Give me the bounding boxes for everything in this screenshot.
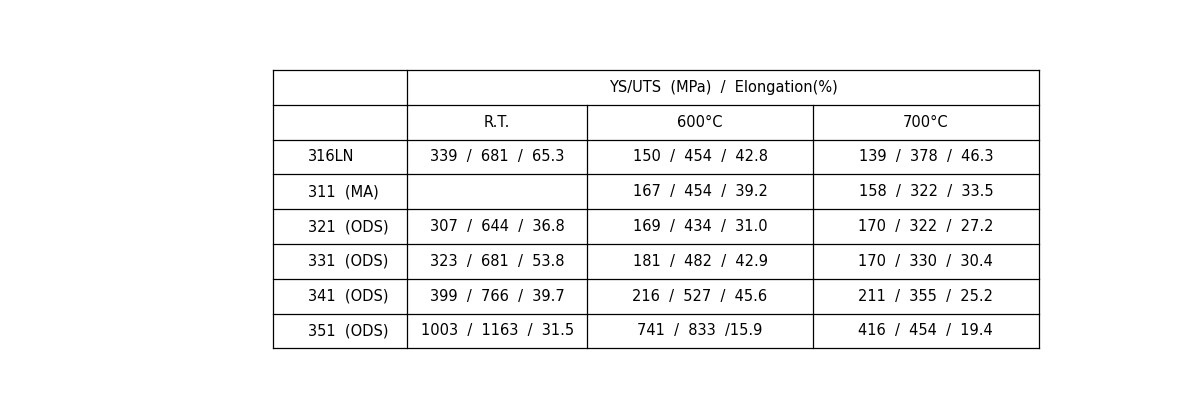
Text: 351  (ODS): 351 (ODS) bbox=[308, 323, 388, 339]
Text: 167  /  454  /  39.2: 167 / 454 / 39.2 bbox=[633, 184, 768, 199]
Text: 321  (ODS): 321 (ODS) bbox=[308, 219, 388, 234]
Text: 323  /  681  /  53.8: 323 / 681 / 53.8 bbox=[430, 254, 564, 269]
Text: 399  /  766  /  39.7: 399 / 766 / 39.7 bbox=[430, 289, 564, 304]
Text: 307  /  644  /  36.8: 307 / 644 / 36.8 bbox=[430, 219, 564, 234]
Text: 181  /  482  /  42.9: 181 / 482 / 42.9 bbox=[633, 254, 768, 269]
Text: 741  /  833  /15.9: 741 / 833 /15.9 bbox=[638, 323, 763, 339]
Text: 216  /  527  /  45.6: 216 / 527 / 45.6 bbox=[632, 289, 768, 304]
Text: YS/UTS  (MPa)  /  Elongation(%): YS/UTS (MPa) / Elongation(%) bbox=[608, 80, 838, 95]
Text: 139  /  378  /  46.3: 139 / 378 / 46.3 bbox=[858, 150, 994, 164]
Text: 316LN: 316LN bbox=[308, 150, 355, 164]
Text: 1003  /  1163  /  31.5: 1003 / 1163 / 31.5 bbox=[420, 323, 574, 339]
Text: 339  /  681  /  65.3: 339 / 681 / 65.3 bbox=[430, 150, 564, 164]
Text: 311  (MA): 311 (MA) bbox=[308, 184, 378, 199]
Text: 169  /  434  /  31.0: 169 / 434 / 31.0 bbox=[633, 219, 768, 234]
Text: 211  /  355  /  25.2: 211 / 355 / 25.2 bbox=[858, 289, 994, 304]
Text: 150  /  454  /  42.8: 150 / 454 / 42.8 bbox=[633, 150, 768, 164]
Text: 600°C: 600°C bbox=[677, 115, 722, 129]
Text: 700°C: 700°C bbox=[903, 115, 948, 129]
Text: 331  (ODS): 331 (ODS) bbox=[308, 254, 388, 269]
Text: 170  /  330  /  30.4: 170 / 330 / 30.4 bbox=[858, 254, 994, 269]
Text: 170  /  322  /  27.2: 170 / 322 / 27.2 bbox=[858, 219, 994, 234]
Text: 341  (ODS): 341 (ODS) bbox=[308, 289, 388, 304]
Text: 416  /  454  /  19.4: 416 / 454 / 19.4 bbox=[858, 323, 994, 339]
Text: 158  /  322  /  33.5: 158 / 322 / 33.5 bbox=[858, 184, 994, 199]
Text: R.T.: R.T. bbox=[484, 115, 511, 129]
